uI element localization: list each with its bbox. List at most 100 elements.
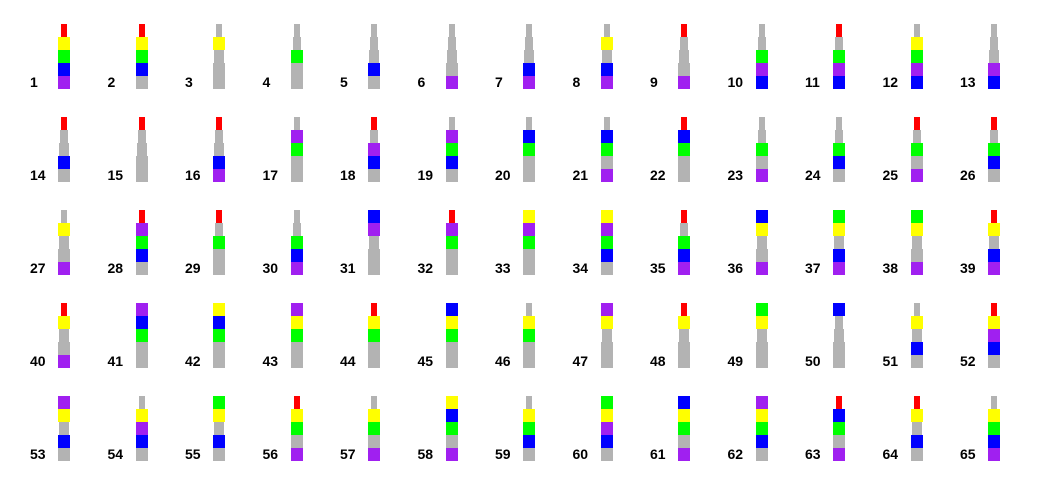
green-band <box>135 236 148 249</box>
item-number: 15 <box>107 167 124 183</box>
tube-stem <box>603 24 610 37</box>
red-band <box>138 117 145 130</box>
blue-band <box>368 210 380 223</box>
blue-band <box>58 63 70 76</box>
tube-stem <box>835 130 843 143</box>
green-band <box>678 236 690 249</box>
green-band <box>213 329 225 342</box>
tube-item: 5 <box>340 24 410 100</box>
tube-graphic <box>135 24 148 89</box>
blue-band <box>213 435 225 448</box>
green-band <box>600 396 613 409</box>
green-band <box>988 143 1000 156</box>
yellow-band <box>755 316 768 329</box>
yellow-band <box>600 316 613 329</box>
tube-item: 4 <box>263 24 333 100</box>
tube-item: 33 <box>495 210 565 286</box>
tube-graphic <box>290 210 303 275</box>
item-number: 39 <box>960 260 976 276</box>
yellow-band <box>523 210 535 223</box>
blue-band <box>600 435 613 448</box>
red-band <box>371 303 377 316</box>
tube-stem <box>370 37 378 50</box>
tube-item: 54 <box>108 396 178 472</box>
yellow-band <box>135 37 148 50</box>
green-band <box>910 210 923 223</box>
tube-stem <box>445 249 458 262</box>
tube-stem <box>679 329 689 342</box>
yellow-band <box>910 316 923 329</box>
tube-graphic <box>833 210 845 275</box>
blue-band <box>988 76 1000 89</box>
tube-stem <box>136 143 147 156</box>
item-number: 5 <box>340 74 348 90</box>
tube-item: 9 <box>650 24 720 100</box>
tube-stem <box>990 37 998 50</box>
purple-band <box>523 76 535 89</box>
tube-graphic <box>988 396 1000 461</box>
tube-stem <box>58 169 70 182</box>
purple-band <box>445 223 458 236</box>
red-band <box>138 24 145 37</box>
tube-graphic <box>368 117 380 182</box>
tube-stem <box>680 37 688 50</box>
tube-graphic <box>833 396 845 461</box>
item-number: 4 <box>262 74 271 90</box>
yellow-band <box>445 316 458 329</box>
tube-stem <box>292 37 301 50</box>
tube-graphic <box>833 24 845 89</box>
item-number: 27 <box>30 260 46 276</box>
tube-item: 11 <box>805 24 875 100</box>
yellow-band <box>600 210 613 223</box>
purple-band <box>678 448 690 461</box>
tube-stem <box>135 262 148 275</box>
red-band <box>681 303 687 316</box>
tube-stem <box>58 448 70 461</box>
tube-stem <box>369 50 379 63</box>
yellow-band <box>523 409 535 422</box>
yellow-band <box>678 409 690 422</box>
purple-band <box>988 448 1000 461</box>
tube-graphic <box>445 117 458 182</box>
tube-stem <box>445 169 458 182</box>
tube-graphic <box>213 117 225 182</box>
tube-graphic <box>213 396 225 461</box>
tube-stem <box>368 76 380 89</box>
blue-band <box>833 249 845 262</box>
tube-graphic <box>678 396 690 461</box>
item-number: 19 <box>417 167 434 183</box>
yellow-band <box>368 409 380 422</box>
item-number: 61 <box>650 446 666 462</box>
item-number: 58 <box>417 446 434 462</box>
tube-stem <box>755 342 768 355</box>
tube-item: 25 <box>883 117 953 193</box>
tube-graphic <box>213 24 225 89</box>
tube-stem <box>523 249 535 262</box>
blue-band <box>988 342 1000 355</box>
item-number: 36 <box>727 260 744 276</box>
blue-band <box>833 156 845 169</box>
tube-graphic <box>678 210 690 275</box>
tube-item: 24 <box>805 117 875 193</box>
yellow-band <box>600 37 613 50</box>
tube-stem <box>446 50 457 63</box>
green-band <box>833 210 845 223</box>
tube-graphic <box>445 303 458 368</box>
tube-item: 6 <box>418 24 488 100</box>
green-band <box>833 422 845 435</box>
tube-item: 27 <box>30 210 100 286</box>
green-band <box>135 329 148 342</box>
purple-band <box>58 76 70 89</box>
tube-stem <box>213 249 225 262</box>
yellow-band <box>988 409 1000 422</box>
item-number: 65 <box>960 446 976 462</box>
red-band <box>216 210 222 223</box>
tube-stem <box>991 396 997 409</box>
green-band <box>755 422 768 435</box>
blue-band <box>58 435 70 448</box>
tube-stem <box>368 262 380 275</box>
tube-stem <box>523 355 535 368</box>
tube-item: 42 <box>185 303 255 379</box>
tube-stem <box>290 76 303 89</box>
red-band <box>913 117 920 130</box>
